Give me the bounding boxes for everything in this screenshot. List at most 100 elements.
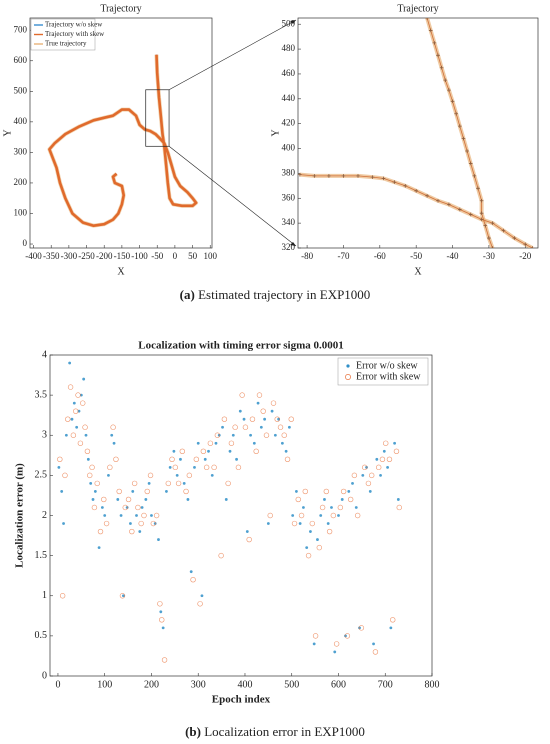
point: [277, 424, 284, 430]
point: [86, 457, 90, 461]
point: [302, 506, 305, 509]
y-tick-label: 0: [42, 670, 47, 681]
point: [70, 432, 77, 438]
point: [168, 465, 172, 469]
trajectory-marker: [312, 174, 317, 178]
trajectory-marker: [298, 172, 302, 177]
legend-label: True trajectory: [45, 40, 87, 48]
trajectory-marker: [436, 53, 440, 58]
point: [287, 425, 291, 429]
y-axis-label: Localization error (m): [14, 463, 26, 568]
point: [157, 601, 163, 607]
trajectory-marker: [490, 221, 495, 225]
y-tick-label: 2.5: [35, 470, 48, 481]
point: [263, 432, 270, 438]
point: [316, 544, 323, 551]
point: [242, 417, 246, 421]
point: [153, 512, 160, 519]
trajectory-line: [48, 54, 198, 227]
x-tick-label: -50: [410, 251, 422, 261]
x-tick-label: 600: [331, 679, 346, 690]
point: [263, 417, 267, 421]
point: [281, 432, 287, 438]
trajectory-marker: [425, 18, 429, 20]
caption-a: (a) Estimated trajectory in EXP1000: [180, 287, 371, 302]
legend-swatch: [346, 364, 350, 368]
point: [196, 441, 200, 445]
point: [249, 416, 256, 422]
x-tick-label: -200: [96, 251, 113, 261]
point: [239, 392, 245, 398]
point: [309, 530, 312, 533]
arrow-head: [290, 20, 296, 24]
point: [333, 650, 337, 654]
trajectory-marker: [523, 242, 528, 247]
point: [214, 441, 218, 445]
point: [252, 441, 256, 445]
trajectory-marker: [501, 228, 506, 233]
x-tick-label: -250: [78, 251, 95, 261]
trajectory-marker: [461, 136, 466, 141]
legend-box: [337, 357, 429, 386]
y-tick-label: 340: [282, 217, 296, 227]
chart-title: Trajectory: [100, 3, 141, 14]
point: [175, 480, 182, 487]
trajectory-marker: [439, 65, 444, 70]
trajectory-marker: [447, 88, 451, 92]
point: [337, 504, 344, 511]
point: [129, 528, 135, 535]
y-tick-label: 360: [282, 192, 296, 202]
point: [280, 441, 284, 445]
point: [319, 514, 323, 517]
point: [298, 522, 302, 525]
point: [386, 456, 393, 463]
point: [190, 576, 196, 583]
x-tick-label: 300: [191, 679, 206, 690]
point: [147, 482, 151, 485]
point: [82, 424, 88, 430]
point: [231, 433, 235, 437]
point: [390, 617, 396, 623]
plot-area: [47, 54, 199, 228]
point: [141, 512, 147, 519]
trajectory-marker: [356, 174, 360, 178]
point: [57, 465, 61, 469]
trajectory-marker: [483, 223, 488, 228]
trajectory-marker: [490, 246, 495, 248]
point: [291, 514, 295, 517]
y-tick-label: 440: [282, 93, 296, 103]
point: [77, 440, 84, 446]
point: [245, 530, 249, 533]
point: [340, 498, 344, 501]
point: [319, 504, 326, 511]
point: [383, 440, 389, 446]
point: [221, 425, 224, 429]
legend-label: Trajectory with skew: [45, 30, 105, 38]
trajectory-marker: [381, 176, 386, 181]
point: [228, 440, 235, 446]
point: [179, 448, 186, 454]
point: [382, 449, 386, 453]
trajectory-marker: [443, 78, 448, 82]
point: [249, 433, 252, 437]
point: [94, 480, 100, 487]
point: [270, 409, 274, 413]
y-tick-label: 0: [23, 238, 28, 248]
point: [186, 498, 190, 501]
trajectory-marker: [476, 186, 480, 191]
point: [344, 633, 351, 639]
point: [172, 449, 176, 453]
point: [72, 401, 76, 405]
point: [64, 433, 68, 437]
point: [161, 657, 168, 663]
point: [351, 482, 354, 485]
point: [326, 522, 330, 525]
trajectory-marker: [472, 174, 477, 178]
point: [323, 498, 326, 501]
point: [270, 400, 277, 406]
point: [80, 400, 86, 406]
point: [218, 552, 224, 559]
point: [207, 440, 214, 446]
point: [238, 409, 242, 413]
